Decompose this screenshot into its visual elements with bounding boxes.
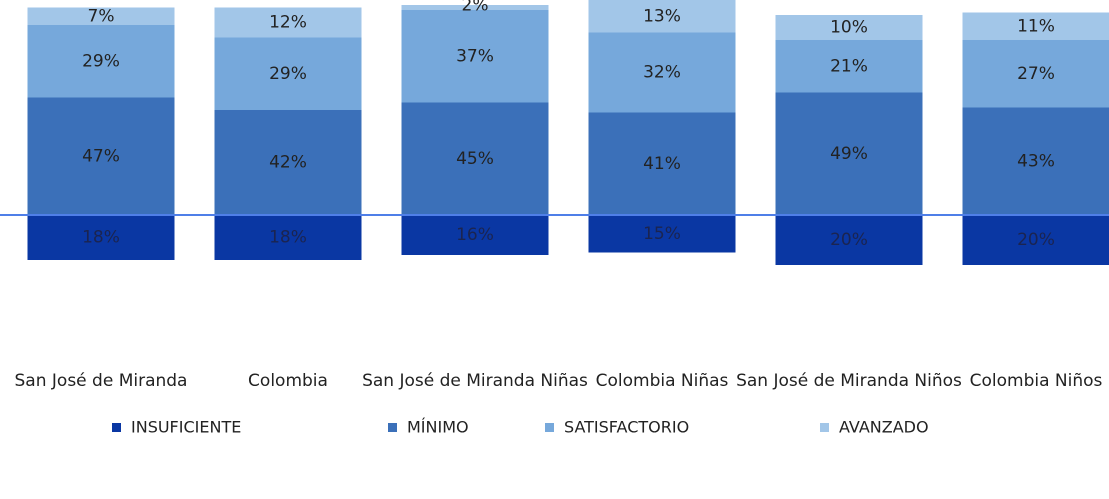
bar-segment [214, 37, 362, 110]
bar-segment [775, 15, 923, 40]
x-tick-label: Colombia [248, 371, 328, 391]
x-tick-label: San José de Miranda Niños [736, 371, 962, 391]
data-label: 13% [643, 6, 681, 26]
bar-segment [27, 7, 175, 25]
data-label: 21% [830, 56, 868, 76]
legend-label: SATISFACTORIO [564, 418, 689, 437]
data-label: 11% [1017, 16, 1055, 36]
data-label: 42% [269, 153, 307, 173]
data-label: 12% [269, 13, 307, 33]
bar-segment [588, 32, 736, 113]
bar-segment [401, 102, 549, 215]
bar-segment [775, 215, 923, 265]
x-tick-label: San José de Miranda [15, 371, 188, 391]
bar-segment [214, 7, 362, 38]
bar-segment [27, 25, 175, 98]
data-label: 20% [830, 230, 868, 250]
x-tick-label: San José de Miranda Niñas [362, 371, 588, 391]
bar-segment [401, 215, 549, 255]
bar-segment [775, 40, 923, 93]
bar-segment [401, 10, 549, 103]
legend-marker [388, 423, 397, 432]
data-label: 47% [82, 146, 120, 166]
bar-segment [962, 107, 1109, 215]
bar-segment [401, 5, 549, 10]
bar-segment [27, 97, 175, 215]
data-label: 32% [643, 63, 681, 83]
bar-segment [588, 215, 736, 253]
data-label: 18% [269, 228, 307, 248]
bar-segment [962, 215, 1109, 265]
bar-segment [214, 110, 362, 215]
data-label: 20% [1017, 230, 1055, 250]
data-label: 16% [456, 225, 494, 245]
data-label: 49% [830, 144, 868, 164]
legend-label: MÍNIMO [407, 418, 469, 437]
data-label: 18% [82, 228, 120, 248]
data-label: 15% [643, 224, 681, 244]
data-label: 29% [269, 64, 307, 84]
data-label: 10% [830, 18, 868, 38]
legend-marker [545, 423, 554, 432]
data-label: 29% [82, 51, 120, 71]
bar-segment [214, 215, 362, 260]
bar-segment [588, 112, 736, 215]
bar-segment [962, 12, 1109, 40]
data-label: 41% [643, 154, 681, 174]
legend-label: INSUFICIENTE [131, 418, 241, 437]
legend-label: AVANZADO [839, 418, 929, 437]
legend-marker [112, 423, 121, 432]
bar-segment [27, 215, 175, 260]
data-label: 37% [456, 46, 494, 66]
legend-marker [820, 423, 829, 432]
data-label: 7% [88, 6, 115, 26]
x-tick-label: Colombia Niños [970, 371, 1103, 391]
data-label: 2% [462, 0, 489, 16]
x-tick-label: Colombia Niñas [596, 371, 729, 391]
data-label: 27% [1017, 64, 1055, 84]
bar-segment [775, 92, 923, 215]
bar-segment [962, 40, 1109, 108]
data-label: 45% [456, 149, 494, 169]
bar-segment [588, 0, 736, 33]
data-label: 43% [1017, 151, 1055, 171]
